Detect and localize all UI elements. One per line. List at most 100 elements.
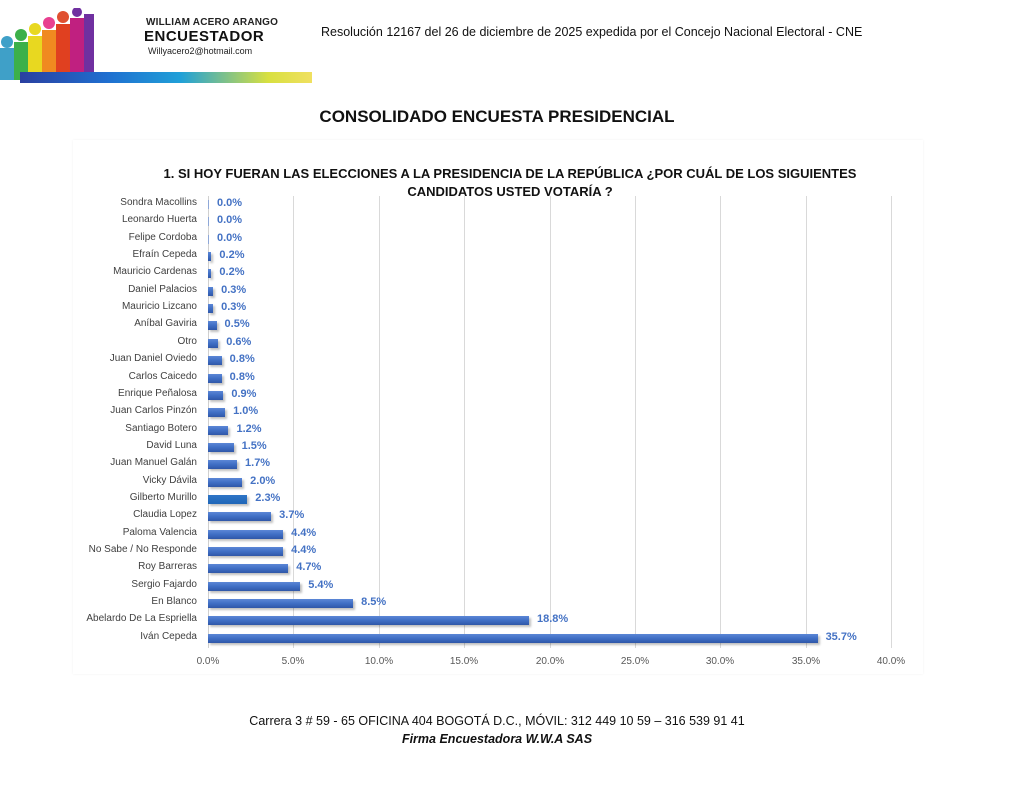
page-title: CONSOLIDADO ENCUESTA PRESIDENCIAL [319,107,675,126]
bar [208,426,229,435]
bar [208,460,238,469]
bar [208,599,354,608]
bar [208,374,222,383]
value-label: 0.2% [219,249,245,261]
bar [208,616,529,625]
chart-row: Otro 0.6% [0,335,1024,352]
chart-row: Gilberto Murillo 2.3% [0,491,1024,508]
chart-row: Mauricio Cardenas 0.2% [0,265,1024,282]
value-label: 35.7% [825,631,857,643]
bar [208,391,224,400]
value-label: 0.8% [229,353,255,365]
value-label: 4.7% [296,561,322,573]
value-label: 2.3% [255,492,281,504]
value-label: 0.3% [221,284,247,296]
gridline [464,196,465,648]
category-label: Gilberto Murillo [129,492,197,503]
bar [208,252,212,261]
company-logo: WILLIAM ACERO ARANGO ENCUESTADOR Willyac… [0,0,312,86]
value-label: 2.0% [250,475,276,487]
gridline [293,196,294,648]
bar [208,269,212,278]
y-axis-line [208,196,209,648]
category-label: Santiago Botero [125,423,197,434]
chart-row: Efraín Cepeda 0.2% [0,248,1024,265]
chart-row: Santiago Botero 1.2% [0,422,1024,439]
chart-row: Leonardo Huerta 0.0% [0,213,1024,230]
bar [208,200,209,209]
chart-row: Carlos Caicedo 0.8% [0,370,1024,387]
category-label: Abelardo De La Espriella [86,613,197,624]
footer-address: Carrera 3 # 59 - 65 OFICINA 404 BOGOTÁ D… [249,714,745,728]
chart-row: David Luna 1.5% [0,439,1024,456]
chart-row: En Blanco 8.5% [0,595,1024,612]
value-label: 8.5% [361,596,387,608]
category-label: Efraín Cepeda [132,249,198,260]
category-label: Juan Manuel Galán [110,457,197,468]
category-label: Sergio Fajardo [131,579,197,590]
value-label: 0.8% [229,371,255,383]
value-label: 18.8% [537,613,569,625]
chart-row: Juan Carlos Pinzón 1.0% [0,404,1024,421]
x-tick-label: 25.0% [620,656,650,667]
chart-row: Sergio Fajardo 5.4% [0,578,1024,595]
category-label: Mauricio Lizcano [121,301,197,312]
bar [208,304,214,313]
value-label: 1.5% [241,440,267,452]
chart-row: Felipe Cordoba 0.0% [0,231,1024,248]
category-label: David Luna [146,440,197,451]
chart-row: Vicky Dávila 2.0% [0,474,1024,491]
category-label: Juan Daniel Oviedo [109,353,197,364]
x-tick-label: 5.0% [281,656,305,667]
value-label: 0.5% [224,318,250,330]
logo-title: ENCUESTADOR [144,28,265,45]
people-bars-icon [0,8,94,80]
chart-row: Juan Daniel Oviedo 0.8% [0,352,1024,369]
value-label: 0.6% [226,336,252,348]
value-label: 4.4% [291,527,317,539]
bar [208,530,284,539]
chart-row: Aníbal Gaviria 0.5% [0,317,1024,334]
chart-row: Abelardo De La Espriella 18.8% [0,612,1024,629]
bar [208,495,248,504]
value-label: 0.9% [231,388,257,400]
gridline [635,196,636,648]
category-label: Otro [177,336,197,347]
category-label: Leonardo Huerta [121,214,197,225]
value-label: 0.3% [221,301,247,313]
value-label: 0.0% [217,232,243,244]
logo-stripe [20,72,312,83]
category-label: Aníbal Gaviria [134,318,197,329]
chart-row: Enrique Peñalosa 0.9% [0,387,1024,404]
category-label: Roy Barreras [138,561,197,572]
x-tick-label: 10.0% [364,656,394,667]
gridline [379,196,380,648]
bar [208,582,301,591]
x-tick-label: 20.0% [535,656,565,667]
gridline [891,196,892,648]
resolution-text: Resolución 12167 del 26 de diciembre de … [321,25,863,39]
category-label: Claudia Lopez [133,509,197,520]
value-label: 1.0% [233,405,259,417]
bar [208,321,217,330]
value-label: 4.4% [291,544,317,556]
bar [208,478,243,487]
bar [208,564,289,573]
value-label: 0.0% [217,197,243,209]
category-label: Paloma Valencia [122,527,197,538]
bar [208,443,234,452]
category-label: Iván Cepeda [140,631,197,642]
category-label: Juan Carlos Pinzón [110,405,197,416]
value-label: 1.7% [245,457,271,469]
category-label: Carlos Caicedo [128,371,197,382]
chart-row: Iván Cepeda 35.7% [0,630,1024,647]
bar [208,634,818,643]
value-label: 0.0% [217,214,243,226]
bar [208,339,219,348]
bar [208,512,272,521]
bar [208,408,226,417]
chart-title-line2: CANDIDATOS USTED VOTARÍA ? [407,184,613,199]
x-tick-label: 30.0% [705,656,735,667]
category-label: Daniel Palacios [128,284,197,295]
bar [208,235,209,244]
